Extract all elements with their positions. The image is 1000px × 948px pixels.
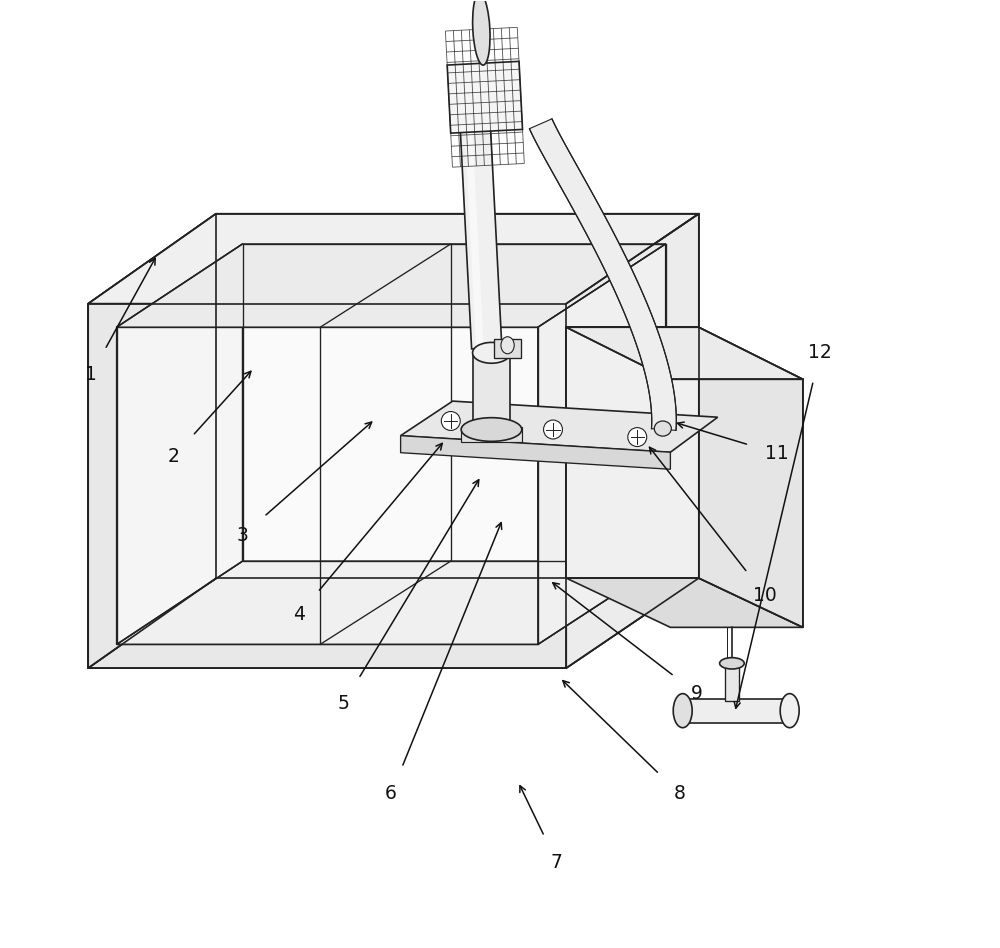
Text: 9: 9: [691, 684, 703, 703]
Polygon shape: [566, 578, 803, 628]
Circle shape: [628, 428, 647, 447]
Text: 3: 3: [237, 526, 248, 545]
Ellipse shape: [673, 694, 692, 728]
Polygon shape: [88, 213, 216, 668]
Polygon shape: [699, 327, 803, 628]
Polygon shape: [117, 561, 666, 645]
Polygon shape: [566, 213, 699, 668]
Polygon shape: [401, 401, 718, 452]
Polygon shape: [88, 213, 699, 303]
Text: 1: 1: [85, 365, 97, 384]
Polygon shape: [473, 353, 510, 434]
Text: 5: 5: [338, 694, 350, 713]
Polygon shape: [88, 303, 566, 668]
Text: 8: 8: [674, 784, 686, 804]
Text: 12: 12: [808, 343, 832, 362]
Polygon shape: [538, 244, 666, 645]
Polygon shape: [460, 128, 502, 349]
Polygon shape: [566, 327, 803, 379]
Polygon shape: [461, 427, 522, 442]
Ellipse shape: [780, 694, 799, 728]
Polygon shape: [725, 665, 739, 702]
Polygon shape: [465, 129, 484, 349]
Polygon shape: [529, 118, 676, 430]
Ellipse shape: [720, 658, 744, 669]
Text: 2: 2: [167, 447, 179, 466]
Polygon shape: [117, 327, 538, 645]
Polygon shape: [117, 244, 243, 645]
Text: 11: 11: [765, 444, 788, 463]
Text: 4: 4: [293, 605, 305, 624]
Ellipse shape: [654, 421, 671, 436]
Ellipse shape: [473, 0, 490, 65]
Polygon shape: [401, 436, 670, 469]
Ellipse shape: [461, 418, 522, 442]
Text: 7: 7: [551, 852, 563, 871]
Polygon shape: [447, 62, 523, 133]
Polygon shape: [683, 700, 790, 723]
Text: 6: 6: [385, 784, 397, 804]
Circle shape: [544, 420, 562, 439]
Ellipse shape: [473, 342, 510, 363]
Ellipse shape: [501, 337, 514, 354]
Text: 10: 10: [753, 586, 777, 605]
Polygon shape: [117, 244, 666, 327]
Polygon shape: [566, 327, 699, 578]
Circle shape: [441, 411, 460, 430]
Polygon shape: [494, 338, 521, 357]
Polygon shape: [88, 578, 699, 668]
